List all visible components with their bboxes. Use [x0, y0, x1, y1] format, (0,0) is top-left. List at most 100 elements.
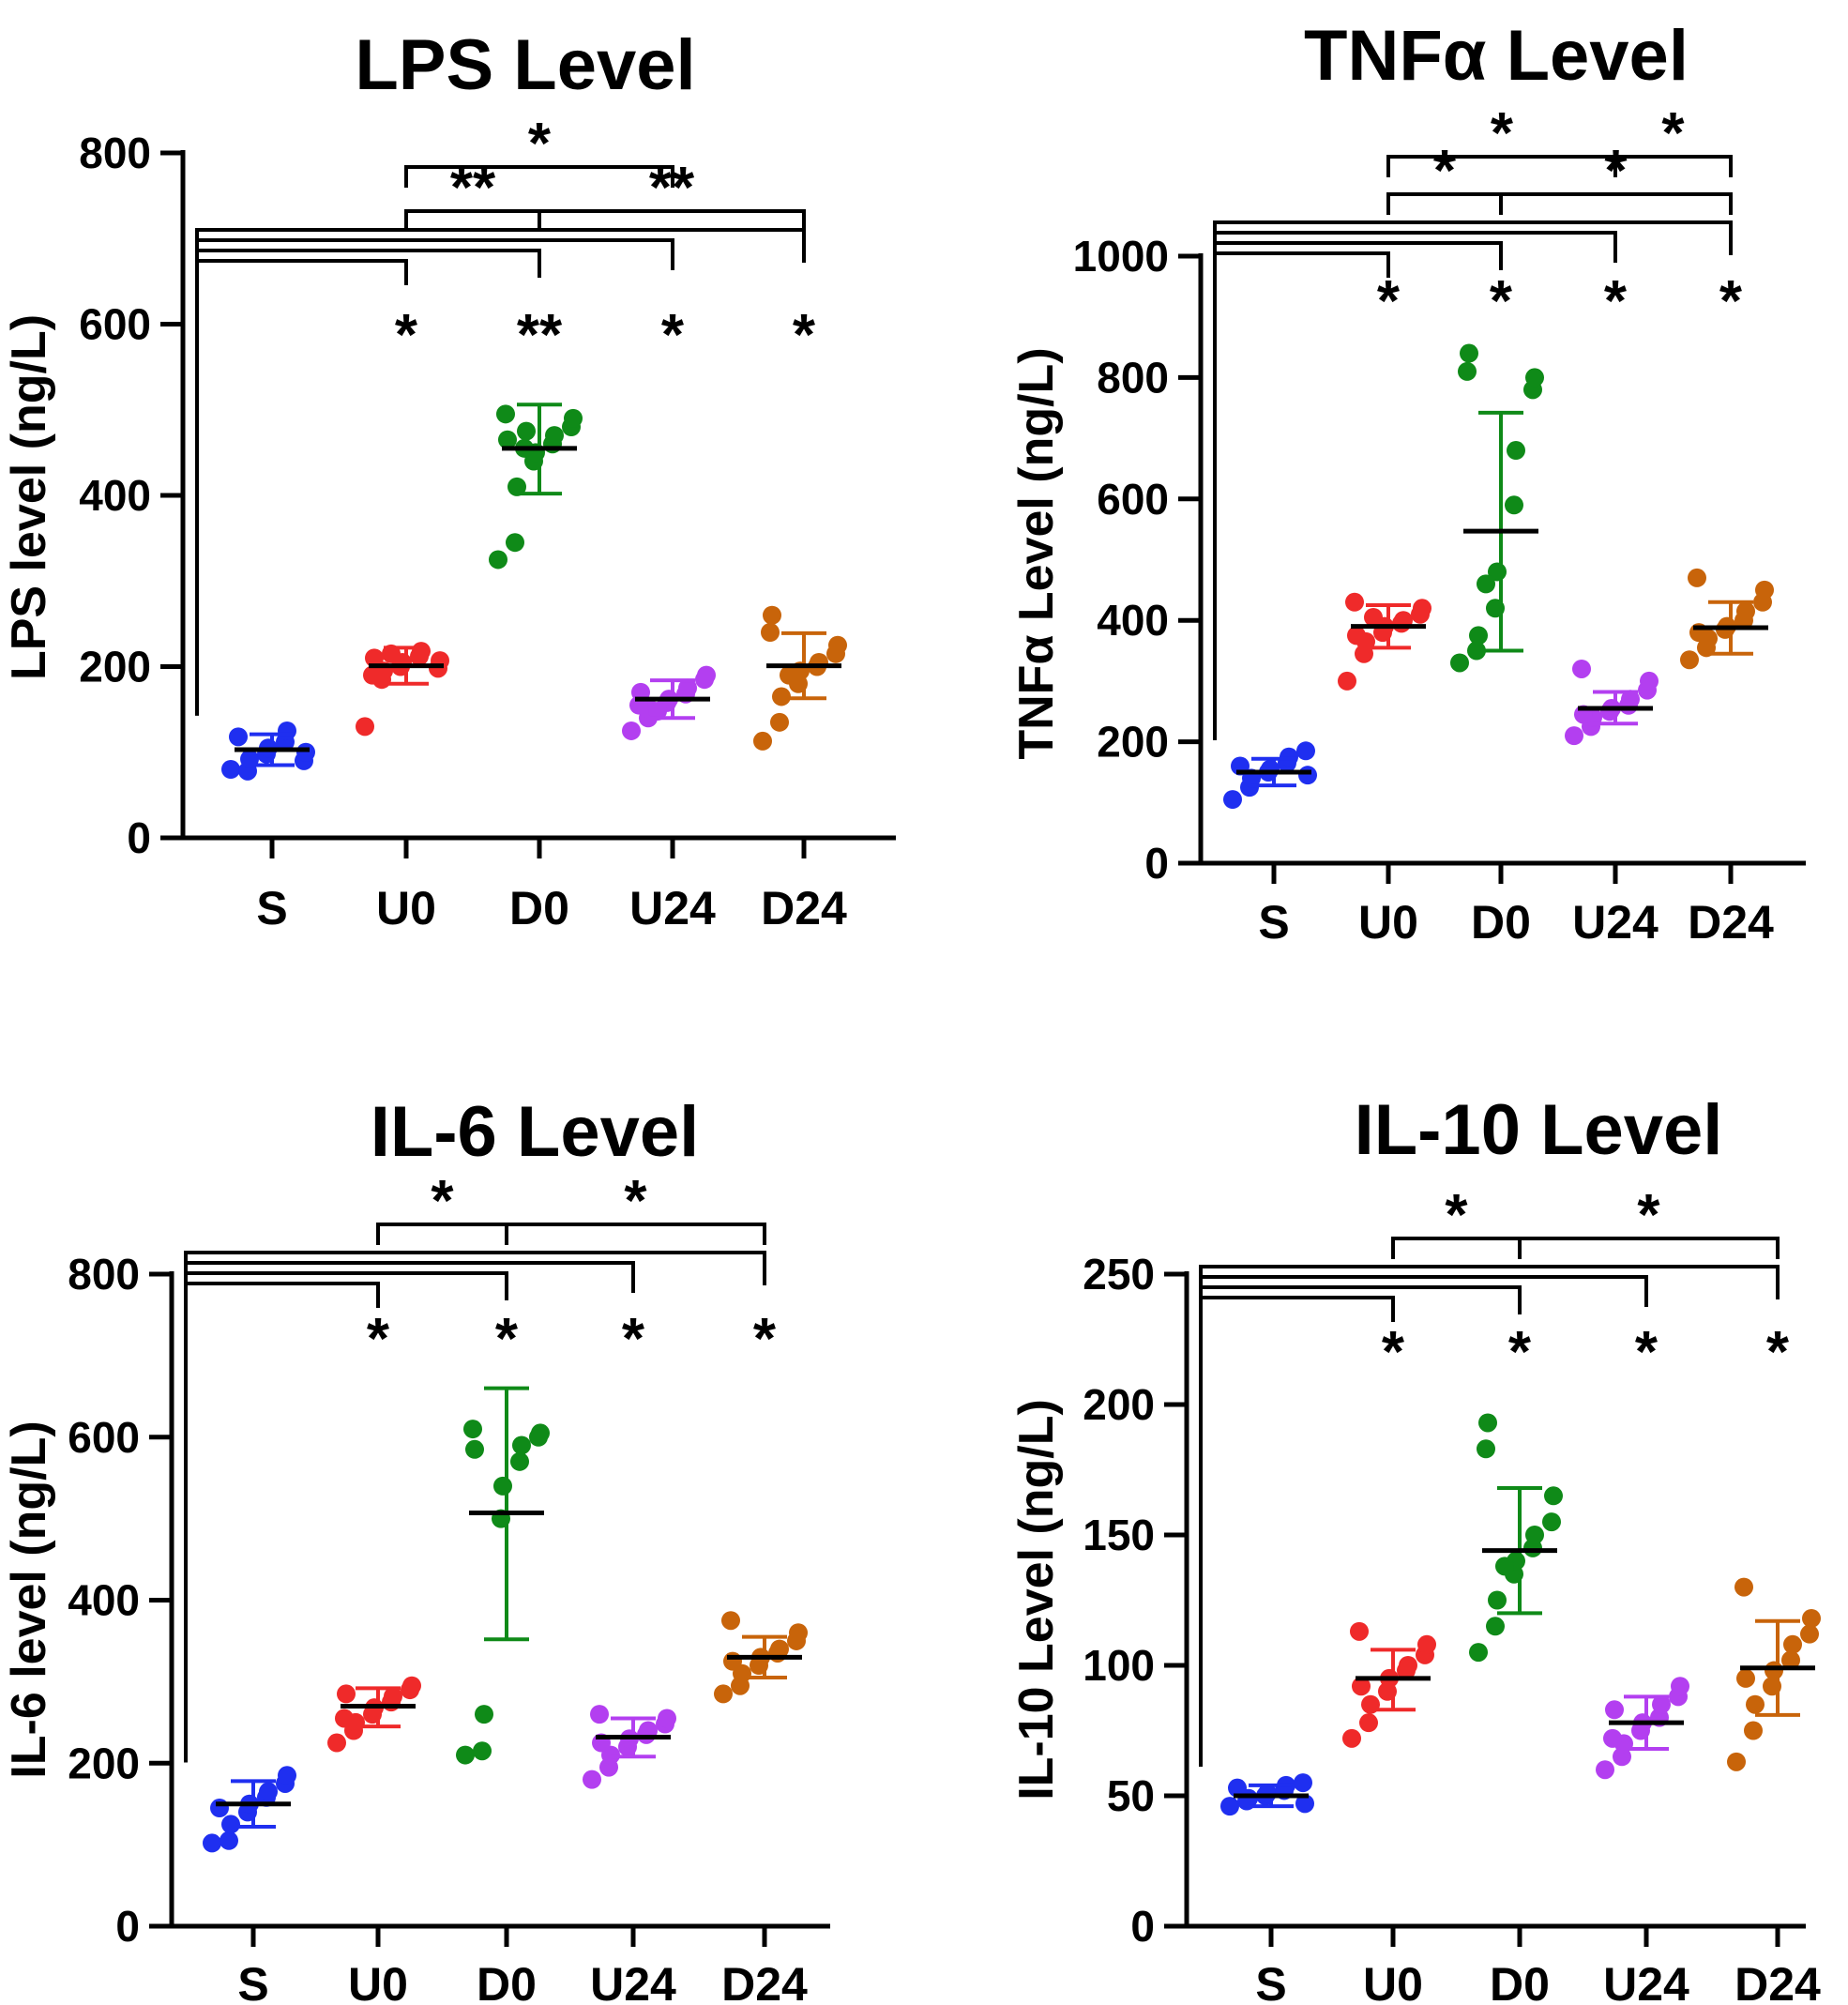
data-point-s [1298, 766, 1317, 785]
data-point-s [221, 760, 240, 779]
significance-bracket [195, 249, 541, 716]
data-point-d0 [473, 1741, 492, 1761]
x-tick-label: D24 [761, 882, 847, 934]
data-point-d24 [810, 652, 828, 672]
y-tick-label: 0 [115, 1902, 140, 1951]
data-point-u24 [697, 665, 716, 685]
data-point-d0 [1486, 1617, 1505, 1636]
chart-title: IL-10 Level [1355, 1090, 1723, 1170]
data-point-s [296, 742, 315, 762]
x-tick-label: D0 [477, 1958, 537, 2005]
chart-tnfa: TNFα Level TNFα Level (ng/L) 0 200 400 600 8… [1009, 16, 1806, 949]
data-point-u0 [1364, 607, 1383, 627]
x-tick-label: U24 [629, 882, 716, 934]
data-point-u0 [1347, 626, 1366, 646]
y-tick-label: 200 [79, 643, 151, 691]
data-point-u24 [1596, 1760, 1614, 1780]
data-point-u0 [363, 665, 382, 685]
data-point-u0 [402, 1676, 421, 1695]
data-point-d0 [1477, 1439, 1495, 1459]
data-point-d0 [496, 404, 515, 424]
data-point-u0 [1345, 592, 1364, 612]
data-point-u0 [1399, 1656, 1417, 1675]
data-point-s [1296, 741, 1315, 761]
significance-label: * [1377, 269, 1401, 334]
data-point-d0 [512, 1435, 531, 1455]
data-point-u24 [658, 1709, 676, 1728]
chart-title: IL-6 Level [371, 1092, 700, 1172]
significance-label: * [367, 1307, 390, 1372]
x-tick-label: S [1258, 896, 1289, 949]
x-tick-label: S [1255, 1958, 1286, 2005]
data-point-d24 [770, 1639, 789, 1659]
data-point-s [203, 1833, 221, 1853]
x-tick-label: D0 [509, 882, 569, 934]
significance-bracket [1613, 155, 1733, 177]
data-point-d0 [1469, 1643, 1488, 1663]
data-point-s [259, 1782, 278, 1801]
y-tick-label: 150 [1083, 1511, 1155, 1559]
y-tick-label: 250 [1083, 1250, 1155, 1299]
data-point-u24 [622, 721, 641, 740]
x-tick-label: S [256, 882, 287, 934]
data-point-d0 [506, 533, 524, 553]
data-point-d0 [1525, 1526, 1544, 1544]
data-point-d24 [1736, 1668, 1755, 1688]
data-point-d24 [753, 731, 772, 751]
data-point-d24 [723, 1651, 742, 1671]
x-tick-label: U24 [1603, 1958, 1689, 2005]
data-point-d0 [498, 430, 517, 449]
x-tick-label: D24 [1734, 1958, 1821, 2005]
chart-lps: LPS Level LPS level (ng/L) 0 200 400 600 800… [2, 25, 896, 934]
data-point-u0 [337, 1684, 356, 1704]
data-point-d24 [1746, 1694, 1765, 1714]
significance-label: * [793, 303, 816, 368]
data-point-s [1295, 1794, 1314, 1814]
data-point-u0 [356, 717, 374, 737]
data-point-s [1294, 1773, 1312, 1793]
y-tick-label: 600 [68, 1413, 140, 1462]
significance-label: * [1719, 269, 1743, 334]
data-point-u0 [412, 642, 431, 661]
significance-label: * [753, 1307, 777, 1372]
x-tick-label: D24 [1688, 896, 1774, 949]
significance-bracket [1213, 231, 1617, 740]
data-point-u24 [678, 678, 697, 698]
y-tick-label: 200 [68, 1739, 140, 1787]
significance-label: * [1637, 1183, 1660, 1248]
x-tick-label: U0 [348, 1958, 408, 2005]
significance-bracket [404, 165, 674, 188]
data-point-d24 [1688, 568, 1706, 587]
data-point-u24 [1652, 1694, 1671, 1714]
data-point-u0 [1342, 1728, 1361, 1748]
data-point-s [1223, 790, 1242, 810]
significance-bracket [195, 259, 408, 716]
data-point-u0 [335, 1709, 354, 1728]
x-tick-label: U24 [590, 1958, 676, 2005]
x-tick-label: D24 [721, 1958, 808, 2005]
y-tick-label: 100 [1083, 1641, 1155, 1690]
data-point-d24 [1734, 1577, 1753, 1597]
data-point-d0 [1460, 343, 1478, 363]
y-axis-title: IL-10 Level (ng/L) [1009, 1399, 1064, 1800]
significance-label: * [1433, 139, 1457, 204]
data-point-u0 [1338, 671, 1356, 691]
y-tick-label: 200 [1097, 718, 1169, 767]
significance-label: ** [517, 303, 563, 368]
chart-title: LPS Level [355, 25, 695, 105]
data-point-s [1261, 759, 1280, 779]
data-point-u24 [1603, 1728, 1622, 1748]
data-point-d0 [1505, 495, 1523, 515]
significance-label: * [1604, 269, 1628, 334]
data-point-d0 [1495, 1557, 1514, 1576]
data-point-u0 [1352, 1677, 1371, 1696]
data-point-d0 [489, 550, 507, 570]
data-point-d0 [1469, 626, 1488, 646]
significance-label: * [1508, 1320, 1532, 1385]
data-point-d0 [1488, 1590, 1507, 1610]
data-point-d24 [761, 623, 780, 642]
data-point-d0 [1477, 574, 1495, 594]
significance-label: * [1491, 101, 1514, 166]
significance-label: * [1661, 101, 1685, 166]
y-axis-title: TNFα Level (ng/L) [1009, 347, 1064, 759]
